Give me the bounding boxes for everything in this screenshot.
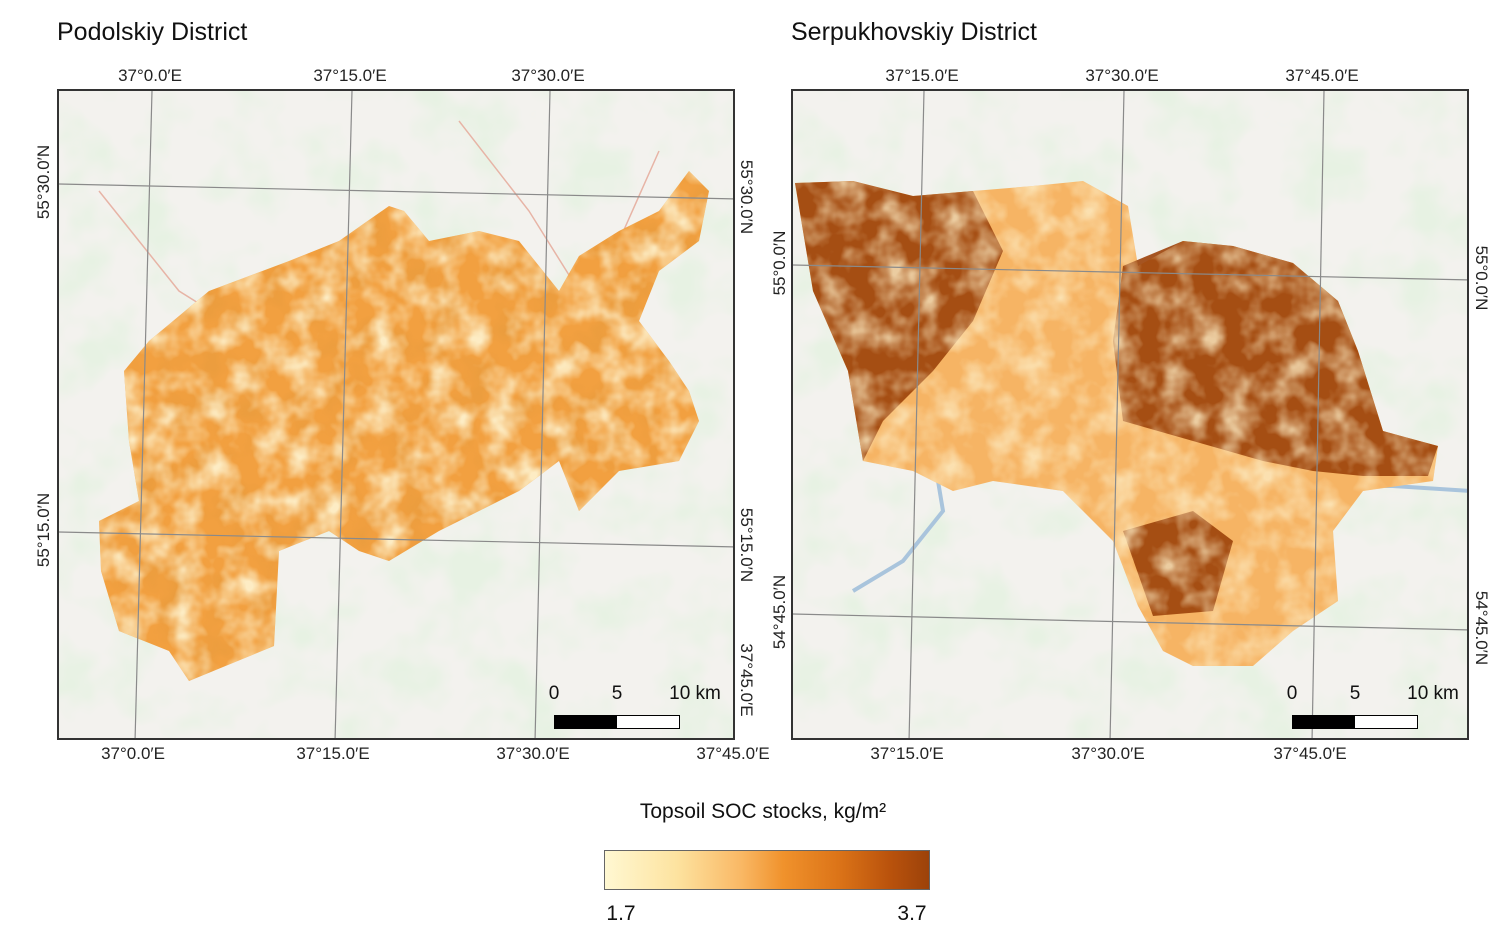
lon-label: 37°15.0′E <box>870 744 944 763</box>
lat-label: 55°0.0′N <box>1472 245 1491 311</box>
lon-label: 37°15.0′E <box>296 744 370 763</box>
map-serpukhovskiy[interactable] <box>791 89 1469 740</box>
lon-label: 37°15.0′E <box>885 66 959 85</box>
lon-label: 37°45.0′E <box>1285 66 1359 85</box>
panel-title-serpukhovskiy: Serpukhovskiy District <box>791 18 1037 46</box>
lon-label: 37°30.0′E <box>1071 744 1145 763</box>
lat-label: 54°45.0′N <box>770 574 789 650</box>
scale-label: 10 km <box>1407 683 1459 704</box>
lat-label: 55°0.0′N <box>770 230 789 296</box>
lon-label: 37°0.0′E <box>101 744 165 763</box>
soc-texture-light <box>99 171 709 681</box>
lon-label: 37°45.0′E <box>737 643 756 717</box>
legend-title: Topsoil SOC stocks, kg/m² <box>639 800 887 823</box>
lat-label: 54°45.0′N <box>1472 590 1491 666</box>
scale-label: 5 <box>611 683 623 704</box>
legend-max-label: 3.7 <box>897 902 927 925</box>
graticule <box>59 91 733 738</box>
graticule <box>793 91 1467 738</box>
scale-bar <box>1292 715 1418 729</box>
lat-label: 55°30.0′N <box>737 159 756 235</box>
scale-bar <box>554 715 680 729</box>
map-podolskiy[interactable] <box>57 89 735 740</box>
scale-label: 10 km <box>669 683 721 704</box>
lon-label: 37°30.0′E <box>511 66 585 85</box>
scale-label: 5 <box>1349 683 1361 704</box>
lat-label: 55°15.0′N <box>34 492 53 568</box>
lon-label: 37°15.0′E <box>313 66 387 85</box>
map-canvas-podolskiy <box>59 91 733 738</box>
lon-label: 37°45.0′E <box>696 744 770 763</box>
map-canvas-serpukhovskiy <box>793 91 1467 738</box>
lon-label: 37°45.0′E <box>1273 744 1347 763</box>
lon-label: 37°30.0′E <box>496 744 570 763</box>
scale-label: 0 <box>548 683 560 704</box>
lon-label: 37°0.0′E <box>118 66 182 85</box>
legend-min-label: 1.7 <box>606 902 636 925</box>
lon-label: 37°30.0′E <box>1085 66 1159 85</box>
scale-label: 0 <box>1286 683 1298 704</box>
lat-label: 55°30.0′N <box>34 144 53 220</box>
panel-title-podolskiy: Podolskiy District <box>57 18 248 46</box>
legend-colorbar <box>604 850 930 890</box>
lat-label: 55°15.0′N <box>737 507 756 583</box>
